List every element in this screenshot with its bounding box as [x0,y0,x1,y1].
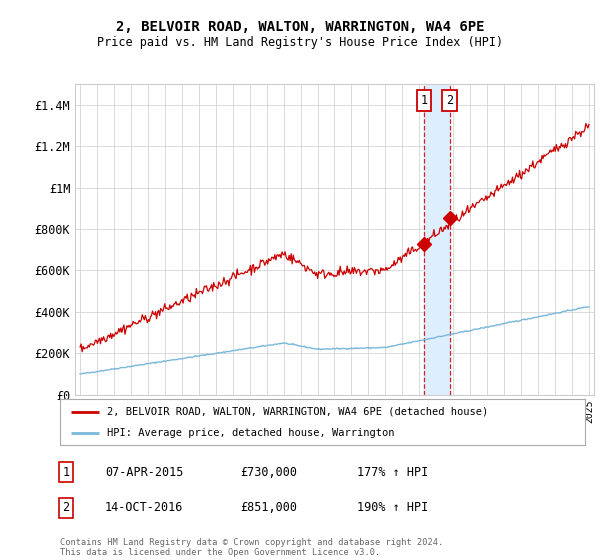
Text: Contains HM Land Registry data © Crown copyright and database right 2024.
This d: Contains HM Land Registry data © Crown c… [60,538,443,557]
Text: HPI: Average price, detached house, Warrington: HPI: Average price, detached house, Warr… [107,428,395,438]
Bar [424,84,449,395]
Text: 14-OCT-2016: 14-OCT-2016 [105,501,184,515]
Text: £730,000: £730,000 [240,465,297,479]
Text: 07-APR-2015: 07-APR-2015 [105,465,184,479]
Text: 177% ↑ HPI: 177% ↑ HPI [357,465,428,479]
Text: 2: 2 [62,501,70,515]
Text: Price paid vs. HM Land Registry's House Price Index (HPI): Price paid vs. HM Land Registry's House … [97,36,503,49]
Text: 1: 1 [62,465,70,479]
Text: 2, BELVOIR ROAD, WALTON, WARRINGTON, WA4 6PE: 2, BELVOIR ROAD, WALTON, WARRINGTON, WA4… [116,20,484,34]
Text: 1: 1 [421,94,427,107]
Text: 190% ↑ HPI: 190% ↑ HPI [357,501,428,515]
Text: 2: 2 [446,94,453,107]
Text: £851,000: £851,000 [240,501,297,515]
Text: 2, BELVOIR ROAD, WALTON, WARRINGTON, WA4 6PE (detached house): 2, BELVOIR ROAD, WALTON, WARRINGTON, WA4… [107,407,488,417]
